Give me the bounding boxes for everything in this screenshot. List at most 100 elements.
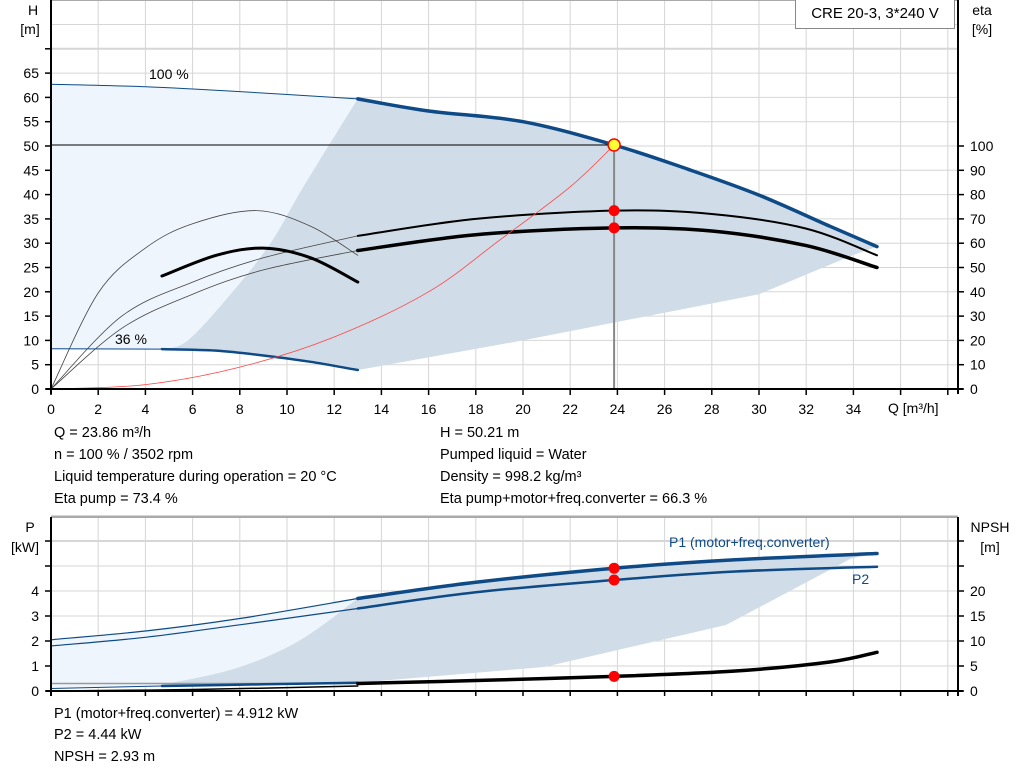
npsh-tick-label: 20 bbox=[970, 583, 986, 599]
x-tick-label: 12 bbox=[326, 401, 342, 417]
npsh-tick-label: 15 bbox=[970, 608, 986, 624]
x-tick-label: 30 bbox=[751, 401, 767, 417]
p-tick-label: 0 bbox=[31, 683, 39, 699]
info-liquid-temperature: Liquid temperature during operation = 20… bbox=[54, 469, 337, 485]
x-tick-label: 34 bbox=[846, 401, 862, 417]
system-curve bbox=[50, 144, 615, 390]
x-tick-label: 14 bbox=[374, 401, 390, 417]
info-p2: P2 = 4.44 kW bbox=[54, 727, 142, 743]
eta-total-curve-extended bbox=[50, 250, 359, 390]
y-right-tick-label: 20 bbox=[970, 332, 986, 348]
y-right-tick-label: 40 bbox=[970, 284, 986, 300]
y-left-tick-label: 30 bbox=[23, 235, 39, 251]
head-curve-100 bbox=[356, 97, 879, 249]
y-right-tick-label: 70 bbox=[970, 211, 986, 227]
x-tick-label: 0 bbox=[47, 401, 55, 417]
x-tick-label: 24 bbox=[610, 401, 626, 417]
y-left-tick-label: 35 bbox=[23, 211, 39, 227]
y-right-unit-eta: [%] bbox=[972, 21, 992, 37]
y-left-tick-label: 50 bbox=[23, 138, 39, 154]
legend-p2: P2 bbox=[852, 571, 869, 587]
head-curve-100-extended bbox=[50, 83, 359, 100]
info-eta-total: Eta pump+motor+freq.converter = 66.3 % bbox=[440, 491, 708, 507]
y-right-tick-label: 50 bbox=[970, 260, 986, 276]
x-tick-label: 6 bbox=[189, 401, 197, 417]
y-left-tick-label: 20 bbox=[23, 284, 39, 300]
info-head: H = 50.21 m bbox=[440, 425, 520, 441]
y-left-tick-label: 60 bbox=[23, 89, 39, 105]
region-operating-range bbox=[161, 98, 877, 371]
y-left-tick-label: 0 bbox=[31, 381, 39, 397]
y-left-tick-label: 55 bbox=[23, 114, 39, 130]
y-left-unit-p: [kW] bbox=[11, 539, 39, 555]
label-36-percent: 36 % bbox=[115, 331, 147, 347]
npsh-tick-label: 5 bbox=[970, 658, 978, 674]
info-pumped-liquid: Pumped liquid = Water bbox=[440, 447, 587, 463]
npsh-curve bbox=[356, 650, 879, 686]
y-right-tick-label: 30 bbox=[970, 308, 986, 324]
info-eta-pump: Eta pump = 73.4 % bbox=[54, 491, 178, 507]
y-left-tick-label: 5 bbox=[31, 357, 39, 373]
y-left-label-h: H bbox=[28, 2, 38, 18]
x-tick-label: 32 bbox=[798, 401, 814, 417]
info-npsh: NPSH = 2.93 m bbox=[54, 749, 156, 765]
labels: H [m] eta [%] Q [m³/h] 100 % 36 % P [kW]… bbox=[11, 2, 1009, 587]
y-right-tick-label: 60 bbox=[970, 235, 986, 251]
p2-curve-extended bbox=[50, 607, 359, 647]
p-36-curve-extended bbox=[50, 685, 163, 689]
x-tick-label: 28 bbox=[704, 401, 720, 417]
x-tick-label: 22 bbox=[562, 401, 578, 417]
marker-eta-total bbox=[608, 222, 620, 234]
head-curve-36 bbox=[160, 347, 360, 372]
eta-pump-curve bbox=[356, 209, 878, 257]
marker-p2 bbox=[608, 574, 620, 586]
p-36-curve bbox=[160, 681, 360, 688]
pump-title-box: CRE 20-3, 3*240 V bbox=[795, 0, 955, 29]
y-right-unit-npsh: [m] bbox=[980, 539, 999, 555]
operating-regions bbox=[51, 84, 878, 689]
y-left-tick-label: 45 bbox=[23, 162, 39, 178]
y-left-tick-label: 25 bbox=[23, 260, 39, 276]
y-left-tick-label: 10 bbox=[23, 332, 39, 348]
marker-npsh bbox=[608, 670, 620, 682]
eta-total-36-curve bbox=[160, 246, 360, 284]
p-tick-label: 4 bbox=[31, 583, 39, 599]
eta-total-curve bbox=[356, 225, 879, 270]
p-tick-label: 2 bbox=[31, 633, 39, 649]
x-axis-label: Q [m³/h] bbox=[888, 400, 939, 416]
marker-eta-pump bbox=[608, 205, 620, 217]
y-right-tick-label: 80 bbox=[970, 187, 986, 203]
p-tick-label: 3 bbox=[31, 608, 39, 624]
y-left-unit-h: [m] bbox=[20, 21, 39, 37]
y-right-tick-label: 90 bbox=[970, 162, 986, 178]
operating-point-marker bbox=[607, 138, 621, 152]
marker-p1 bbox=[608, 562, 620, 574]
x-tick-label: 26 bbox=[657, 401, 673, 417]
y-left-tick-label: 65 bbox=[23, 65, 39, 81]
region-operating-range-power bbox=[161, 553, 878, 685]
y-right-tick-label: 0 bbox=[970, 381, 978, 397]
label-100-percent: 100 % bbox=[149, 66, 189, 82]
y-right-label-eta: eta bbox=[972, 2, 992, 18]
x-tick-label: 4 bbox=[142, 401, 150, 417]
x-tick-label: 8 bbox=[236, 401, 244, 417]
eta-pump-curve-extended bbox=[50, 235, 359, 390]
axes: 0 2 4 6 8 10 12 14 16 18 20 22 24 26 28 30 32 34051015202… bbox=[23, 0, 994, 699]
y-right-tick-label: 10 bbox=[970, 357, 986, 373]
info-speed: n = 100 % / 3502 rpm bbox=[54, 447, 194, 463]
y-left-tick-label: 15 bbox=[23, 308, 39, 324]
info-flow: Q = 23.86 m³/h bbox=[54, 425, 152, 441]
y-left-tick-label: 40 bbox=[23, 187, 39, 203]
y-right-tick-label: 100 bbox=[970, 138, 994, 154]
p-tick-label: 1 bbox=[31, 658, 39, 674]
y-right-label-npsh: NPSH bbox=[971, 519, 1010, 535]
info-p1: P1 (motor+freq.converter) = 4.912 kW bbox=[54, 706, 299, 722]
y-left-label-p: P bbox=[25, 519, 34, 535]
npsh-tick-label: 0 bbox=[970, 683, 978, 699]
x-tick-label: 10 bbox=[279, 401, 295, 417]
p1-curve-extended bbox=[50, 597, 359, 641]
x-tick-label: 2 bbox=[94, 401, 102, 417]
markers bbox=[607, 138, 621, 682]
eta-pump-36-curve bbox=[50, 210, 359, 390]
